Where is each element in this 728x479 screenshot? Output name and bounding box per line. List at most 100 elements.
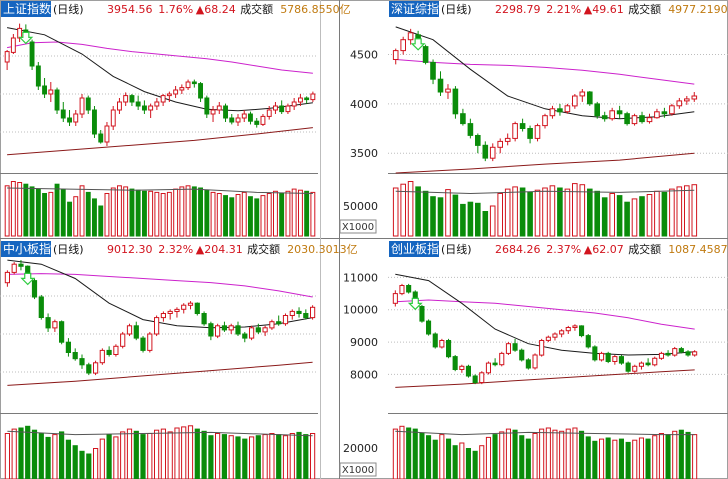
volume-bar (672, 430, 678, 479)
y-tick-label: 3500 (350, 147, 378, 160)
index-name: 中小板指 (3, 241, 51, 256)
volume-bar (678, 429, 684, 479)
candle-body (148, 105, 154, 111)
candle-body (439, 340, 445, 348)
volume-bar (67, 201, 72, 237)
volume-bar (208, 435, 214, 479)
candle-body (552, 333, 558, 338)
candle-body (99, 349, 105, 364)
volume-bar (645, 438, 651, 479)
volume-bar (303, 434, 309, 479)
candle-body (665, 352, 671, 356)
volume-bar (482, 211, 489, 237)
candle-body (564, 105, 571, 113)
candle-body (298, 97, 303, 103)
y-tick-label: 10000 (343, 304, 378, 317)
candle-body (392, 50, 399, 60)
index-name: 深证综指 (391, 1, 439, 16)
volume-bar (99, 438, 105, 479)
volume-bar (291, 188, 297, 237)
volume-bar (133, 430, 139, 479)
amount-label: 成交额 (628, 242, 661, 256)
volume-bar (113, 436, 119, 479)
volume-bar (29, 186, 35, 237)
candle-body (609, 110, 616, 120)
volume-bar (65, 439, 72, 479)
candle-body (572, 95, 578, 107)
volume-bar (194, 428, 200, 479)
current-price: 2298.79 (495, 3, 541, 16)
volume-bar (572, 183, 578, 237)
volume-bar (296, 431, 302, 479)
candle-body (10, 37, 16, 53)
volume-bar (72, 445, 78, 479)
volume-bar (262, 434, 268, 479)
volume-bar (669, 188, 675, 237)
candle-body (133, 325, 139, 339)
volume-bar (419, 433, 425, 479)
candle-body (572, 325, 578, 328)
index-name-highlight (389, 1, 439, 17)
candle-body (542, 115, 548, 127)
volume-bar (439, 434, 445, 479)
amount-label: 成交额 (628, 2, 661, 16)
candle-body (599, 352, 605, 361)
candle-body (624, 113, 630, 125)
volume-bar (665, 434, 671, 479)
candle-body (201, 313, 207, 325)
volume-bar (465, 448, 471, 479)
percent-change: 2.21% (546, 3, 581, 16)
candle-body (549, 108, 556, 117)
y-tick-label: 4000 (350, 98, 378, 111)
volume-bar (601, 197, 608, 237)
candle-body (289, 310, 295, 316)
candle-body (399, 285, 405, 295)
volume-bar (579, 184, 586, 237)
volume-bar (191, 186, 197, 237)
volume-bar (658, 433, 665, 479)
volume-bar (437, 197, 444, 237)
volume-bar (126, 428, 133, 479)
candle-body (539, 340, 545, 356)
volume-bar (415, 186, 421, 237)
volume-bar (400, 183, 406, 237)
volume-bar (407, 181, 414, 237)
volume-bar (86, 453, 92, 479)
volume-bar (585, 436, 591, 479)
volume-bar (289, 433, 295, 479)
candle-body (73, 113, 79, 123)
volume-average-line (7, 187, 313, 194)
candle-body (452, 356, 458, 371)
candle-body (519, 123, 526, 129)
volume-bar (475, 202, 481, 237)
volume-bar (525, 438, 531, 479)
candle-body (638, 362, 645, 367)
volume-bar (17, 182, 23, 237)
volume-bar (216, 193, 222, 237)
candle-body (279, 105, 285, 113)
candle-body (639, 115, 645, 123)
volume-bar (479, 445, 485, 479)
volume-bar (73, 196, 79, 237)
amount-label: 成交额 (247, 242, 280, 256)
candle-body (204, 97, 210, 115)
volume-bar (472, 450, 478, 479)
candle-body (482, 144, 489, 159)
volume-bar (35, 188, 41, 237)
volume-bar (605, 437, 611, 479)
candle-body (684, 98, 690, 102)
candle-body (579, 325, 585, 337)
volume-bar (592, 440, 598, 479)
candle-body (11, 263, 17, 273)
candle-body (179, 87, 185, 91)
volume-bar (432, 439, 438, 479)
volume-bar (639, 196, 645, 237)
candle-body (147, 333, 153, 351)
volume-bar (445, 189, 451, 237)
volume-bar (273, 190, 278, 237)
volume-bar (79, 450, 85, 479)
volume-bar (173, 188, 179, 237)
candle-body (106, 349, 112, 355)
volume-bar (579, 430, 585, 479)
candle-body (645, 362, 651, 366)
